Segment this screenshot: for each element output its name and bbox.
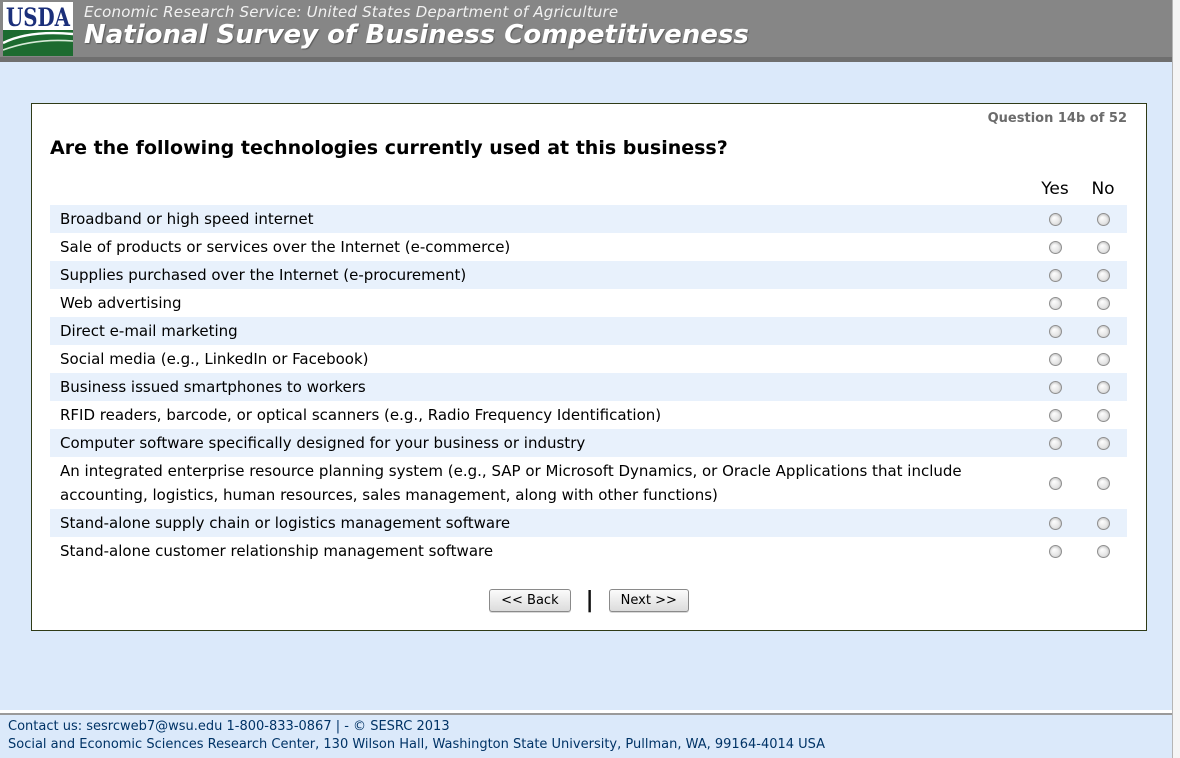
table-row: Social media (e.g., LinkedIn or Facebook… — [50, 345, 1127, 373]
no-radio-cell — [1079, 373, 1127, 401]
button-separator: | — [585, 587, 594, 613]
technology-label: Direct e-mail marketing — [60, 322, 238, 340]
technology-label: Sale of products or services over the In… — [60, 238, 511, 256]
survey-title: National Survey of Business Competitiven… — [84, 20, 749, 50]
navigation-buttons: << Back | Next >> — [32, 589, 1146, 612]
no-radio-cell — [1079, 457, 1127, 509]
no-radio[interactable] — [1096, 324, 1110, 338]
no-radio[interactable] — [1096, 268, 1110, 282]
no-radio-cell — [1079, 261, 1127, 289]
no-radio[interactable] — [1096, 212, 1110, 226]
page-body: Question 14b of 52 Are the following tec… — [0, 62, 1172, 710]
usda-logo: USDA — [3, 2, 73, 56]
yes-radio[interactable] — [1048, 352, 1062, 366]
yes-radio[interactable] — [1048, 544, 1062, 558]
no-radio-cell — [1079, 345, 1127, 373]
footer: Contact us: sesrcweb7@wsu.edu 1-800-833-… — [0, 713, 1172, 758]
no-radio[interactable] — [1096, 516, 1110, 530]
no-radio[interactable] — [1096, 380, 1110, 394]
no-radio-cell — [1079, 537, 1127, 565]
table-row: Computer software specifically designed … — [50, 429, 1127, 457]
table-row: Stand-alone customer relationship manage… — [50, 537, 1127, 565]
yes-radio[interactable] — [1048, 516, 1062, 530]
no-radio[interactable] — [1096, 296, 1110, 310]
table-row: Broadband or high speed internet — [50, 205, 1127, 233]
no-radio-cell — [1079, 401, 1127, 429]
no-radio-cell — [1079, 205, 1127, 233]
table-row: Direct e-mail marketing — [50, 317, 1127, 345]
technology-label: Stand-alone supply chain or logistics ma… — [60, 514, 511, 532]
table-row: Web advertising — [50, 289, 1127, 317]
yes-radio[interactable] — [1048, 268, 1062, 282]
yes-radio[interactable] — [1048, 436, 1062, 450]
back-button[interactable]: << Back — [489, 589, 571, 612]
no-radio[interactable] — [1096, 352, 1110, 366]
yes-column-header: Yes — [1041, 179, 1069, 199]
usda-logo-text: USDA — [6, 3, 70, 32]
technology-label: Stand-alone customer relationship manage… — [60, 542, 494, 560]
technology-grid: Yes No Broadband or high speed internet … — [50, 179, 1127, 565]
no-radio-cell — [1079, 509, 1127, 537]
table-row: Sale of products or services over the In… — [50, 233, 1127, 261]
question-panel: Question 14b of 52 Are the following tec… — [31, 103, 1147, 631]
yes-radio-cell — [1031, 429, 1079, 457]
yes-radio[interactable] — [1048, 380, 1062, 394]
technology-label: Supplies purchased over the Internet (e-… — [60, 266, 467, 284]
yes-radio-cell — [1031, 373, 1079, 401]
yes-radio-cell — [1031, 345, 1079, 373]
technology-label: Web advertising — [60, 294, 182, 312]
yes-radio-cell — [1031, 289, 1079, 317]
yes-radio[interactable] — [1048, 324, 1062, 338]
yes-radio-cell — [1031, 537, 1079, 565]
yes-radio-cell — [1031, 233, 1079, 261]
yes-radio-cell — [1031, 457, 1079, 509]
no-radio-cell — [1079, 317, 1127, 345]
no-radio[interactable] — [1096, 544, 1110, 558]
no-radio-cell — [1079, 233, 1127, 261]
no-radio[interactable] — [1096, 476, 1110, 490]
scrollbar-track[interactable] — [1172, 0, 1180, 758]
footer-divider — [0, 710, 1172, 713]
no-radio-cell — [1079, 429, 1127, 457]
technology-rows: Broadband or high speed internet Sale of… — [50, 205, 1127, 565]
question-title: Are the following technologies currently… — [50, 137, 728, 159]
no-column-header: No — [1091, 179, 1115, 199]
table-row: Business issued smartphones to workers — [50, 373, 1127, 401]
no-radio[interactable] — [1096, 240, 1110, 254]
question-progress: Question 14b of 52 — [987, 111, 1127, 126]
no-radio-cell — [1079, 289, 1127, 317]
footer-address-line: Social and Economic Sciences Research Ce… — [8, 737, 826, 752]
yes-radio[interactable] — [1048, 408, 1062, 422]
yes-radio-cell — [1031, 401, 1079, 429]
yes-radio-cell — [1031, 317, 1079, 345]
technology-label: An integrated enterprise resource planni… — [60, 462, 962, 504]
yes-radio-cell — [1031, 205, 1079, 233]
table-row: Supplies purchased over the Internet (e-… — [50, 261, 1127, 289]
table-row: RFID readers, barcode, or optical scanne… — [50, 401, 1127, 429]
no-radio[interactable] — [1096, 408, 1110, 422]
yes-radio[interactable] — [1048, 476, 1062, 490]
answer-column-headers: Yes No — [50, 179, 1127, 199]
yes-radio[interactable] — [1048, 296, 1062, 310]
no-radio[interactable] — [1096, 436, 1110, 450]
technology-label: RFID readers, barcode, or optical scanne… — [60, 406, 662, 424]
footer-contact-line: Contact us: sesrcweb7@wsu.edu 1-800-833-… — [8, 719, 450, 734]
header-banner: USDA Economic Research Service: United S… — [0, 0, 1172, 62]
yes-radio[interactable] — [1048, 240, 1062, 254]
technology-label: Broadband or high speed internet — [60, 210, 314, 228]
table-row: Stand-alone supply chain or logistics ma… — [50, 509, 1127, 537]
next-button[interactable]: Next >> — [608, 589, 689, 612]
technology-label: Computer software specifically designed … — [60, 434, 586, 452]
table-row: An integrated enterprise resource planni… — [50, 457, 1127, 509]
yes-radio-cell — [1031, 261, 1079, 289]
technology-label: Business issued smartphones to workers — [60, 378, 366, 396]
yes-radio[interactable] — [1048, 212, 1062, 226]
technology-label: Social media (e.g., LinkedIn or Facebook… — [60, 350, 369, 368]
agency-line: Economic Research Service: United States… — [84, 3, 619, 21]
yes-radio-cell — [1031, 509, 1079, 537]
